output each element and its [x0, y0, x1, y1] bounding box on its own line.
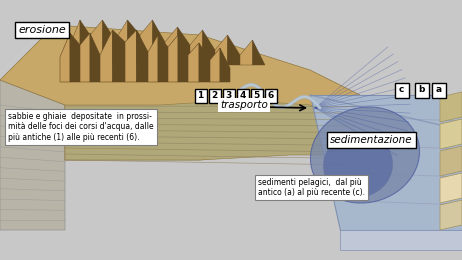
Polygon shape	[440, 173, 462, 203]
FancyBboxPatch shape	[237, 88, 249, 102]
Polygon shape	[190, 30, 202, 65]
Text: 2: 2	[212, 91, 218, 100]
Polygon shape	[440, 146, 462, 176]
Polygon shape	[80, 33, 90, 82]
Ellipse shape	[323, 132, 393, 198]
Polygon shape	[80, 20, 90, 65]
FancyBboxPatch shape	[195, 88, 207, 102]
Polygon shape	[199, 43, 210, 82]
Polygon shape	[128, 20, 140, 65]
Text: b: b	[418, 86, 425, 94]
Polygon shape	[148, 35, 158, 82]
Polygon shape	[0, 80, 65, 230]
Polygon shape	[0, 25, 360, 160]
Text: 6: 6	[267, 91, 274, 100]
Text: trasporto: trasporto	[220, 100, 268, 110]
Text: 1: 1	[197, 91, 204, 100]
Text: erosione: erosione	[18, 25, 66, 35]
Polygon shape	[125, 30, 136, 82]
Polygon shape	[90, 33, 100, 82]
Text: sabbie e ghiaie  depositate  in prossi-
mità delle foci dei corsi d'acqua, dalle: sabbie e ghiaie depositate in prossi- mi…	[8, 112, 154, 142]
Polygon shape	[152, 20, 165, 65]
Polygon shape	[440, 200, 462, 230]
Polygon shape	[310, 95, 462, 230]
FancyBboxPatch shape	[250, 88, 262, 102]
FancyBboxPatch shape	[395, 82, 408, 98]
Text: sedimenti pelagici,  dal più
antico (a) al più recente (c).: sedimenti pelagici, dal più antico (a) a…	[258, 178, 365, 197]
Polygon shape	[177, 27, 190, 65]
Text: sedimentazione: sedimentazione	[330, 135, 413, 145]
Polygon shape	[210, 48, 220, 82]
Text: c: c	[399, 86, 404, 94]
Polygon shape	[240, 40, 253, 65]
FancyBboxPatch shape	[265, 88, 276, 102]
Polygon shape	[440, 92, 462, 122]
Polygon shape	[440, 119, 462, 149]
Polygon shape	[103, 20, 115, 65]
FancyBboxPatch shape	[223, 88, 235, 102]
Text: 5: 5	[253, 91, 260, 100]
Polygon shape	[70, 33, 80, 82]
Polygon shape	[253, 40, 265, 65]
Text: a: a	[436, 86, 442, 94]
Polygon shape	[178, 35, 188, 82]
Polygon shape	[188, 43, 199, 82]
Polygon shape	[227, 35, 240, 65]
Polygon shape	[100, 30, 113, 82]
Polygon shape	[220, 48, 230, 82]
Polygon shape	[215, 35, 227, 65]
Polygon shape	[60, 33, 70, 82]
FancyBboxPatch shape	[414, 82, 428, 98]
Polygon shape	[140, 20, 152, 65]
Polygon shape	[136, 30, 148, 82]
FancyBboxPatch shape	[432, 82, 445, 98]
Polygon shape	[113, 30, 125, 82]
Ellipse shape	[310, 107, 419, 203]
Polygon shape	[70, 20, 80, 65]
FancyBboxPatch shape	[208, 88, 220, 102]
Text: 4: 4	[239, 91, 246, 100]
Polygon shape	[158, 35, 168, 82]
Text: 3: 3	[225, 91, 231, 100]
Polygon shape	[168, 35, 178, 82]
Polygon shape	[65, 100, 360, 160]
Polygon shape	[90, 20, 103, 65]
Polygon shape	[115, 20, 128, 65]
Polygon shape	[340, 230, 462, 250]
Polygon shape	[165, 27, 177, 65]
Polygon shape	[202, 30, 215, 65]
